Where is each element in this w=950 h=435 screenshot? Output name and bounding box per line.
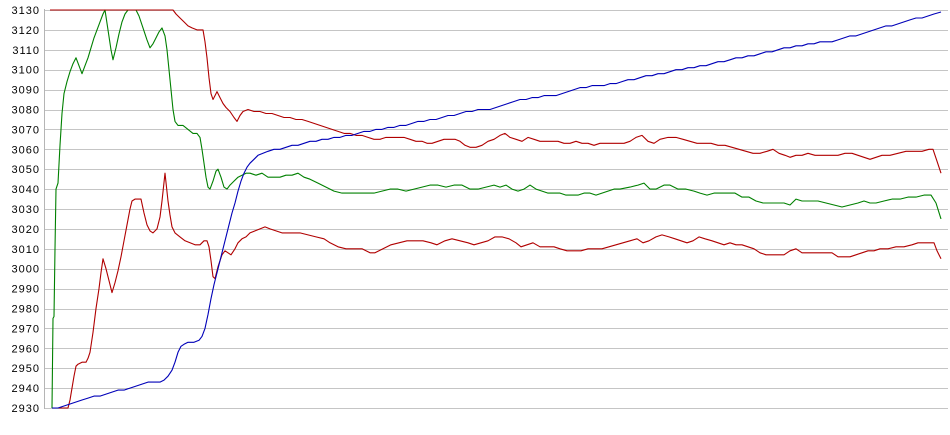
y-axis-tick-label: 2950: [12, 363, 40, 375]
y-axis-tick-label: 3050: [12, 164, 40, 176]
y-axis-tick-label: 2990: [12, 284, 40, 296]
y-axis-tick-label: 3010: [12, 244, 40, 256]
y-axis-tick-label: 2960: [12, 343, 40, 355]
y-axis-tick-label: 2970: [12, 323, 40, 335]
y-axis-tick-label: 2940: [12, 383, 40, 395]
series-red-lower-line: [52, 172, 942, 409]
series-blue-line: [52, 11, 942, 409]
y-axis-tick-label: 3030: [12, 204, 40, 216]
y-axis-tick-label: 3020: [12, 224, 40, 236]
series-green-line: [51, 9, 942, 409]
y-axis-tick-label: 3080: [12, 105, 40, 117]
y-axis-tick-label: 3120: [12, 25, 40, 37]
y-axis-tick-label: 3110: [12, 45, 40, 57]
y-axis-tick-label: 3090: [12, 85, 40, 97]
y-axis-tick-label: 3100: [12, 65, 40, 77]
y-axis-tick-label: 2930: [12, 403, 40, 415]
y-axis-tick-label: 3040: [12, 184, 40, 196]
y-axis-tick-label: 3060: [12, 144, 40, 156]
y-axis-tick-label: 3000: [12, 264, 40, 276]
series-red-upper-line: [50, 9, 942, 174]
y-axis-tick-label: 3070: [12, 124, 40, 136]
y-axis-tick-label: 3130: [12, 5, 40, 17]
y-axis-tick-label: 2980: [12, 304, 40, 316]
